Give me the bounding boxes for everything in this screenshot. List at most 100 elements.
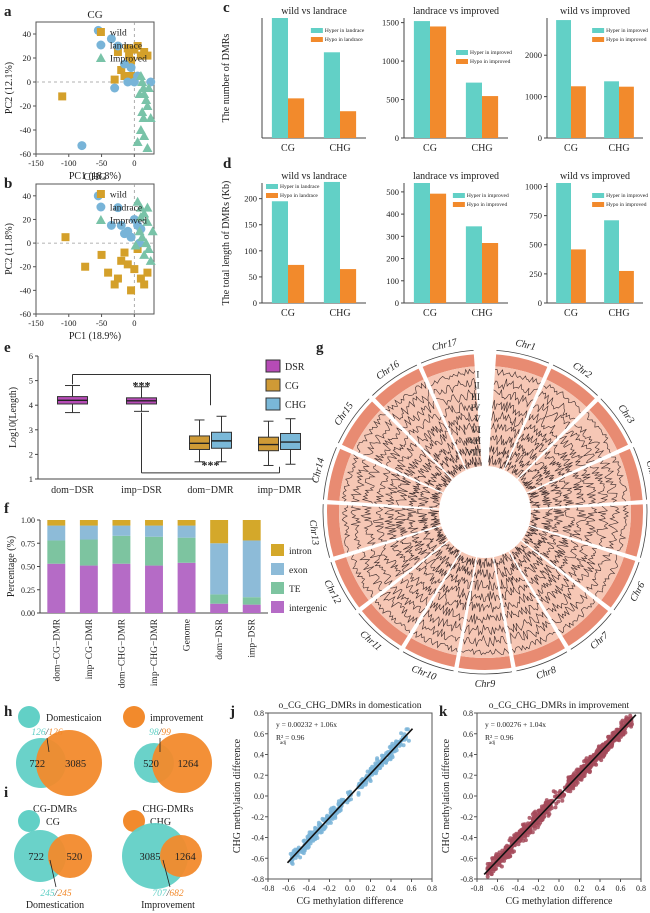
y-tick-label: 1500	[382, 18, 399, 28]
overlap-left: 245	[40, 889, 55, 899]
data-point	[331, 805, 336, 810]
legend-swatch	[271, 601, 284, 613]
point-improved	[137, 232, 148, 242]
y-tick-label: 0.4	[254, 751, 264, 760]
point-improved	[137, 77, 148, 86]
point-improved	[147, 226, 158, 236]
track-signal	[551, 508, 565, 533]
venn-key-label: Domesticaion	[46, 713, 102, 724]
data-point	[311, 838, 316, 843]
plot-title: o_CG_CHG_DMRs in improvement	[489, 701, 630, 711]
track-signal	[416, 421, 448, 444]
point-wild	[61, 233, 70, 242]
point-wild	[104, 268, 113, 277]
data-point	[546, 813, 551, 818]
y-tick-label: -20	[20, 101, 31, 111]
track-signal	[499, 575, 526, 590]
venn-overlap-count: 98/99	[149, 728, 171, 738]
overlap-right: 245	[57, 889, 72, 899]
y-tick-label: -40	[20, 285, 31, 295]
stack-segment-intergenic	[242, 604, 261, 613]
x-tick-label: CHG	[471, 308, 492, 319]
y-tick-label: -0.8	[460, 875, 473, 884]
legend-label: Hyper in improved	[467, 193, 509, 199]
y-tick-label: 1000	[382, 56, 399, 66]
chromosome-band	[458, 655, 512, 670]
venn-left-count: 3085	[140, 852, 161, 863]
venn-key-circle	[18, 810, 40, 832]
track-band	[411, 551, 477, 656]
data-point	[394, 748, 399, 753]
stack-segment-intergenic	[112, 563, 131, 613]
track-signal	[372, 506, 388, 542]
x-tick-label: -0.2	[532, 884, 545, 893]
track-signal	[417, 486, 431, 507]
track-signal	[495, 369, 541, 385]
y-axis-label: The total length of DMRs (Kb)	[221, 181, 232, 306]
track-signal	[518, 433, 547, 452]
x-tick-label: dom−DMR	[187, 485, 234, 496]
venn-left-count: 520	[143, 759, 159, 770]
data-point	[293, 847, 298, 852]
track-signal	[470, 590, 501, 602]
track-signal	[451, 422, 480, 436]
data-point	[572, 771, 577, 776]
overlap-left: 126	[31, 728, 46, 738]
stack-segment-intron	[79, 520, 98, 526]
x-tick-label: dom−DSR	[51, 485, 94, 496]
data-point	[582, 759, 587, 764]
x-tick-label: CG	[423, 143, 437, 154]
track-label: VIII	[466, 447, 482, 457]
point-landrace	[106, 220, 116, 230]
track-signal	[532, 531, 549, 553]
x-tick-label: CHG	[608, 308, 629, 319]
bar	[619, 86, 634, 138]
track-signal	[464, 624, 506, 637]
chromosome-band	[546, 368, 595, 408]
chromosome-scale	[330, 561, 357, 611]
panel-letter-j: j	[229, 704, 235, 720]
y-tick-label: 1000	[525, 181, 542, 191]
data-point	[390, 741, 395, 746]
overlap-leader	[49, 859, 57, 888]
data-point	[527, 815, 532, 820]
track-band	[517, 409, 618, 493]
plot-title: o_CG_CHG_DMRs in domestication	[278, 701, 421, 711]
legend-swatch	[271, 544, 284, 556]
legend-swatch	[96, 40, 106, 50]
y-tick-label: -40	[20, 125, 31, 135]
stack-segment-TE	[112, 535, 131, 564]
y-tick-label: 20	[23, 53, 32, 63]
panel-letter-h: h	[4, 704, 13, 720]
track-band	[339, 453, 443, 509]
panel-letter-b: b	[4, 176, 12, 192]
track-signal	[476, 557, 494, 570]
chromosome-label: Chr16	[374, 359, 401, 383]
track-signal	[490, 434, 514, 449]
r-squared: R² = 0.96	[276, 733, 305, 742]
track-signal	[568, 545, 589, 578]
legend-label: Hyper in improved	[606, 193, 648, 199]
stack-segment-intron	[145, 520, 163, 526]
bar-chart-d3: wild vs improved 0 250 500 750 1000 CG CHG Hyper…	[525, 171, 648, 319]
point-improved	[135, 202, 146, 212]
legend-swatch	[266, 193, 278, 198]
track-signal	[511, 632, 556, 654]
track-signal	[553, 444, 573, 473]
point-wild	[140, 280, 149, 289]
track-signal	[534, 462, 555, 481]
track-signal	[596, 506, 609, 547]
data-point	[315, 836, 320, 840]
data-point	[328, 807, 333, 812]
track-signal	[407, 481, 421, 507]
y-tick-label: 40	[23, 191, 32, 201]
track-signal	[586, 552, 612, 591]
data-point	[591, 753, 596, 757]
y-tick-label: 500	[386, 95, 399, 105]
chart-title: landrace vs improved	[413, 171, 499, 182]
bar	[271, 201, 288, 303]
x-tick-label: dom−CG−DMR	[52, 618, 62, 681]
data-point	[508, 836, 513, 841]
track-signal	[549, 537, 569, 567]
data-point	[543, 801, 548, 806]
